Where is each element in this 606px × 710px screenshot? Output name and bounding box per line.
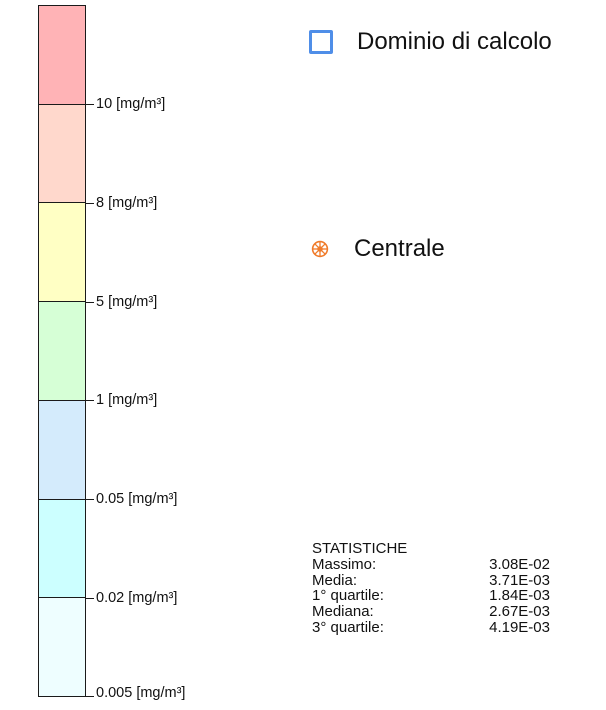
scale-label: 0.005 [mg/m³]: [96, 685, 186, 701]
square-outline-icon: [309, 30, 333, 54]
stat-row: Mediana: 2.67E-03: [312, 604, 550, 620]
scale-tick: [86, 302, 94, 303]
scale-label: 5 [mg/m³]: [96, 294, 158, 310]
stat-label: Mediana:: [312, 603, 374, 621]
stat-row: Media: 3.71E-03: [312, 571, 550, 589]
stat-label: Media:: [312, 571, 358, 589]
scale-band-1: [39, 6, 85, 105]
legend-centrale-label: Centrale: [354, 235, 445, 262]
statistics-panel: STATISTICHE Massimo: 3.08E-02 Media: 3.7…: [312, 541, 550, 636]
stat-label: 3° quartile:: [312, 618, 384, 636]
scale-tick: [86, 598, 94, 599]
scale-tick: [86, 696, 94, 697]
stat-value: 2.67E-03: [489, 603, 550, 621]
stat-value: 3.71E-03: [489, 571, 550, 589]
stat-value: 3.08E-02: [489, 555, 550, 573]
stat-row: 1° quartile: 1.84E-03: [312, 588, 550, 604]
stat-row: 3° quartile: 4.19E-03: [312, 620, 550, 636]
scale-band-2: [39, 104, 85, 204]
scale-band-5: [39, 400, 85, 500]
legend-centrale: Centrale: [311, 235, 445, 263]
color-scale-bar: [38, 5, 86, 697]
stat-label: 1° quartile:: [312, 587, 384, 605]
scale-label: 10 [mg/m³]: [96, 96, 166, 112]
stat-value: 1.84E-03: [489, 587, 550, 605]
legend-domain: Dominio di calcolo: [309, 28, 552, 56]
scale-tick: [86, 104, 94, 105]
stat-label: Massimo:: [312, 555, 377, 573]
stat-row: Massimo: 3.08E-02: [312, 555, 550, 573]
scale-tick: [86, 400, 94, 401]
scale-tick: [86, 499, 94, 500]
scale-tick: [86, 203, 94, 204]
legend-domain-label: Dominio di calcolo: [357, 28, 552, 55]
scale-label: 1 [mg/m³]: [96, 392, 158, 408]
stat-value: 4.19E-03: [489, 618, 550, 636]
scale-band-7: [39, 598, 85, 697]
scale-band-6: [39, 499, 85, 599]
statistics-title: STATISTICHE: [312, 540, 408, 557]
scale-label: 0.05 [mg/m³]: [96, 491, 178, 507]
scale-band-4: [39, 302, 85, 401]
scale-band-3: [39, 203, 85, 303]
scale-label: 0.02 [mg/m³]: [96, 590, 178, 606]
plant-wheel-icon: [311, 240, 329, 258]
scale-label: 8 [mg/m³]: [96, 195, 158, 211]
